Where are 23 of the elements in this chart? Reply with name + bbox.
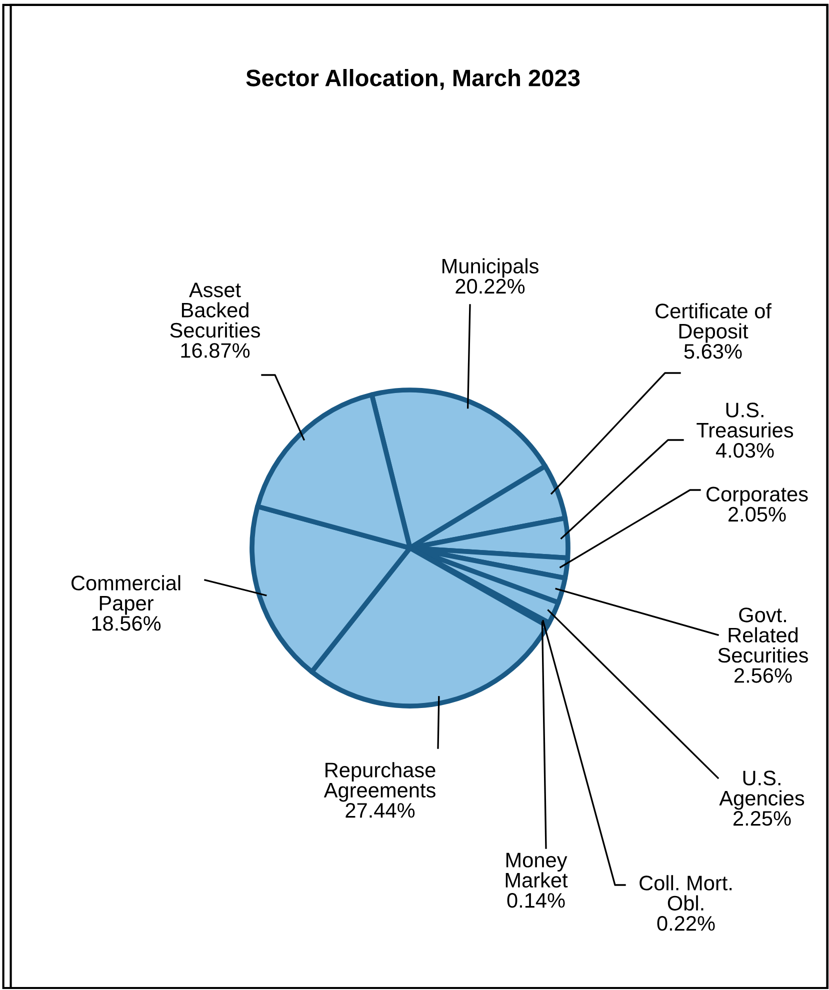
data-label: 0.22% xyxy=(657,916,715,931)
slice-label: Municipals xyxy=(442,258,538,278)
data-label: 2.56% xyxy=(734,668,792,683)
slice-label: U.S. Treasuries xyxy=(696,402,794,438)
data-label: 5.63% xyxy=(684,344,742,359)
data-label: 4.03% xyxy=(716,443,774,458)
slice-label: Asset Backed Securities xyxy=(170,282,260,338)
slice-label: Certificate of Deposit xyxy=(656,303,772,343)
chart-title: Sector Allocation, March 2023 xyxy=(246,68,580,90)
slice-label: Govt. Related Securities xyxy=(718,608,808,663)
data-label: 18.56% xyxy=(92,616,161,631)
slice-label: Coll. Mort. Obl. xyxy=(640,875,732,911)
data-label: 2.25% xyxy=(734,811,791,826)
data-label: 16.87% xyxy=(181,343,250,358)
data-label: 27.44% xyxy=(346,803,415,818)
data-label: 20.22% xyxy=(456,278,525,294)
slice-label: Commercial Paper xyxy=(72,575,180,615)
slice-label: U.S. Agencies xyxy=(719,770,804,810)
slice-label: Corporates xyxy=(706,486,808,506)
data-label: 0.14% xyxy=(507,893,565,908)
slice-label: Repurchase Agreements xyxy=(324,762,436,802)
slice-label: Money Market xyxy=(506,852,568,888)
data-label: 2.05% xyxy=(728,506,786,522)
